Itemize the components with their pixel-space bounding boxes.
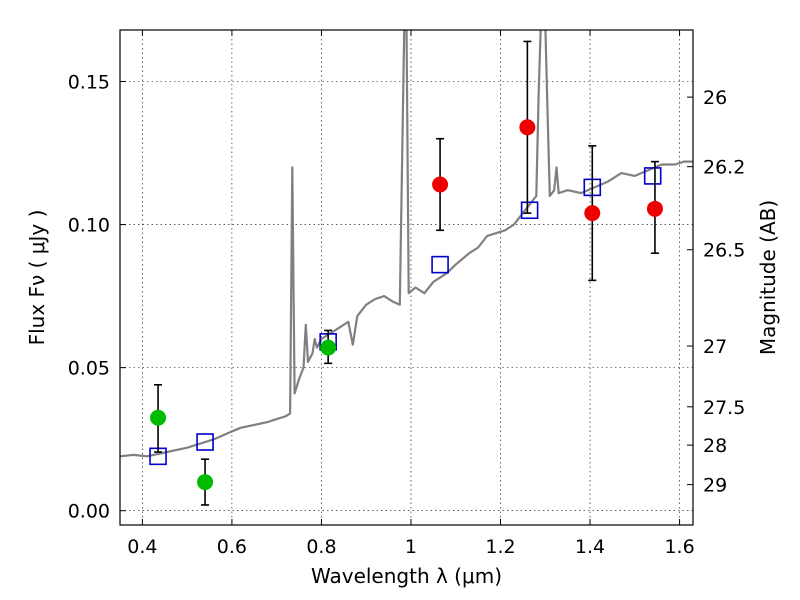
y-tick-label: 0.10 bbox=[68, 215, 110, 237]
y-axis-label: Flux Fν ( μJy ) bbox=[25, 210, 49, 346]
y2-tick-label: 27 bbox=[703, 336, 727, 358]
model-square-marker bbox=[643, 167, 662, 185]
y-tick-label: 0.05 bbox=[68, 358, 110, 380]
red-data-point bbox=[646, 200, 663, 217]
axis-labels: Wavelength λ (μm) Flux Fν ( μJy ) Magnit… bbox=[25, 200, 780, 588]
grid-lines bbox=[120, 30, 693, 525]
y2-tick-label: 27.5 bbox=[703, 397, 745, 419]
x-tick-label: 1.2 bbox=[485, 536, 515, 558]
y-tick-label: 0.15 bbox=[68, 72, 110, 94]
model-square-marker bbox=[196, 433, 214, 451]
model-square-marker bbox=[520, 201, 539, 220]
y2-axis-label: Magnitude (AB) bbox=[756, 200, 780, 355]
green-data-point bbox=[150, 409, 167, 426]
y-tick-label: 0.00 bbox=[68, 501, 110, 523]
plot-frame bbox=[119, 29, 694, 526]
x-tick-label: 1.4 bbox=[575, 536, 605, 558]
x-tick-label: 1.6 bbox=[664, 536, 694, 558]
axis-ticks: 0.4 0.6 0.8 1 1.2 1.4 1.6 0.00 0.05 0.10 0.15 26 26.… bbox=[68, 30, 745, 558]
y2-tick-label: 26 bbox=[703, 87, 727, 109]
green-data-point bbox=[320, 339, 337, 356]
y2-tick-label: 28 bbox=[703, 435, 727, 457]
x-tick-label: 1 bbox=[405, 536, 417, 558]
sed-spectrum-line bbox=[120, 30, 693, 458]
y2-tick-label: 26.2 bbox=[703, 157, 745, 179]
red-data-point bbox=[584, 205, 601, 222]
x-tick-label: 0.8 bbox=[306, 536, 336, 558]
x-axis-label: Wavelength λ (μm) bbox=[311, 564, 502, 588]
x-tick-label: 0.6 bbox=[217, 536, 247, 558]
green-data-point bbox=[197, 474, 214, 491]
x-tick-label: 0.4 bbox=[127, 536, 157, 558]
y2-tick-label: 26.5 bbox=[703, 240, 745, 262]
plot-content bbox=[120, 30, 693, 506]
red-data-point bbox=[519, 119, 536, 136]
model-square-marker bbox=[431, 255, 449, 274]
y2-tick-label: 29 bbox=[703, 475, 727, 497]
red-data-point bbox=[432, 176, 449, 193]
